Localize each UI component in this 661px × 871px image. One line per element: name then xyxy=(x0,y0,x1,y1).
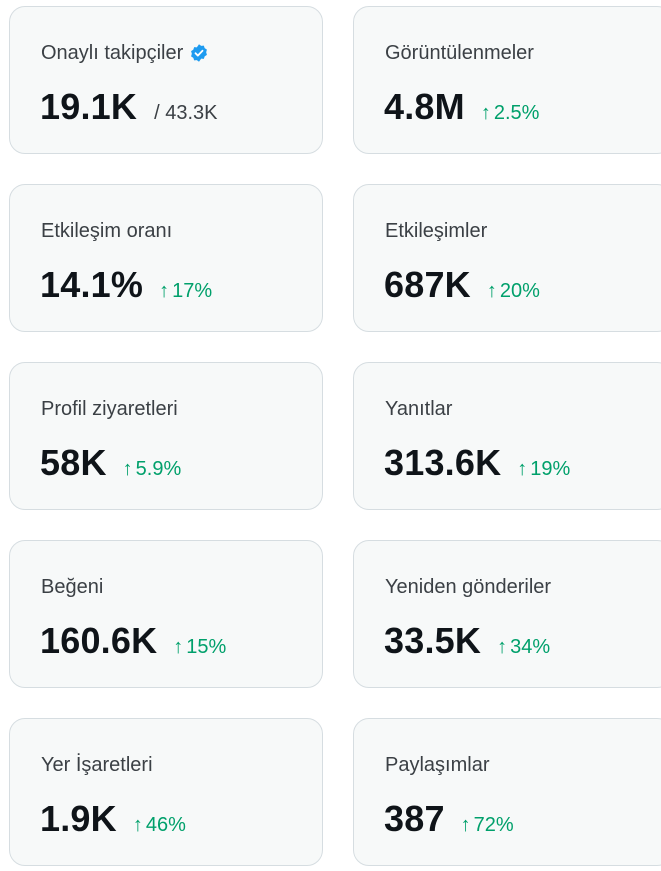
metric-total: / 43.3K xyxy=(154,102,218,124)
metric-label: Görüntülenmeler xyxy=(385,42,534,64)
metric-label: Yanıtlar xyxy=(385,398,453,420)
metric-value-row: 58K ↑ 5.9% xyxy=(40,441,181,485)
metric-change: ↑ 19% xyxy=(517,458,570,481)
metric-value: 58K xyxy=(40,442,107,483)
metric-change-value: 19% xyxy=(530,458,571,480)
arrow-up-icon: ↑ xyxy=(497,636,508,658)
metric-value-row: 387 ↑ 72% xyxy=(384,797,514,841)
metric-value: 4.8M xyxy=(384,86,465,127)
metric-card-replies[interactable]: Yanıtlar 313.6K ↑ 19% xyxy=(353,362,661,510)
metric-change-value: 72% xyxy=(473,814,514,836)
metric-change-value: 17% xyxy=(172,280,213,302)
metric-value: 160.6K xyxy=(40,620,158,661)
metric-change: ↑ 34% xyxy=(497,636,550,659)
metric-change-value: 20% xyxy=(499,280,540,302)
arrow-up-icon: ↑ xyxy=(132,814,143,836)
metric-label: Etkileşim oranı xyxy=(41,220,173,242)
metric-value-row: 1.9K ↑ 46% xyxy=(40,797,186,841)
arrow-up-icon: ↑ xyxy=(122,458,133,480)
metric-value: 313.6K xyxy=(384,442,502,483)
metric-change: ↑ 72% xyxy=(461,814,514,837)
metric-change: ↑ 15% xyxy=(173,636,226,659)
metric-label: Yeniden gönderiler xyxy=(385,576,552,598)
metric-value: 14.1% xyxy=(40,264,144,305)
metric-change: ↑ 46% xyxy=(133,814,186,837)
metric-change-value: 34% xyxy=(510,636,551,658)
metric-value-row: 14.1% ↑ 17% xyxy=(40,263,212,307)
metric-change-value: 15% xyxy=(186,636,227,658)
arrow-up-icon: ↑ xyxy=(480,102,491,124)
metric-label: Onaylı takipçiler xyxy=(41,40,209,66)
metric-change-value: 2.5% xyxy=(493,102,540,124)
metric-value-row: 687K ↑ 20% xyxy=(384,263,540,307)
metric-change: ↑ 2.5% xyxy=(481,102,540,125)
metric-card-likes[interactable]: Beğeni 160.6K ↑ 15% xyxy=(9,540,323,688)
metric-label: Beğeni xyxy=(41,576,104,598)
metric-card-impressions[interactable]: Görüntülenmeler 4.8M ↑ 2.5% xyxy=(353,6,661,154)
arrow-up-icon: ↑ xyxy=(460,814,471,836)
arrow-up-icon: ↑ xyxy=(173,636,184,658)
metric-value-row: 4.8M ↑ 2.5% xyxy=(384,85,539,129)
arrow-up-icon: ↑ xyxy=(486,280,497,302)
metric-label-text: Onaylı takipçiler xyxy=(41,42,184,64)
metric-value: 19.1K xyxy=(40,86,138,127)
metric-value: 687K xyxy=(384,264,471,305)
metric-change: ↑ 5.9% xyxy=(123,458,182,481)
metric-card-engagement-rate[interactable]: Etkileşim oranı 14.1% ↑ 17% xyxy=(9,184,323,332)
metric-value-row: 19.1K / 43.3K xyxy=(40,85,217,129)
metric-value: 1.9K xyxy=(40,798,117,839)
metric-value: 387 xyxy=(384,798,445,839)
metric-label: Paylaşımlar xyxy=(385,754,490,776)
metric-card-verified-followers[interactable]: Onaylı takipçiler 19.1K / 43.3K xyxy=(9,6,323,154)
metric-change: ↑ 17% xyxy=(159,280,212,303)
metric-change: ↑ 20% xyxy=(487,280,540,303)
metric-change-value: 46% xyxy=(145,814,186,836)
arrow-up-icon: ↑ xyxy=(159,280,170,302)
verified-badge-icon xyxy=(189,43,209,63)
metric-value-row: 33.5K ↑ 34% xyxy=(384,619,550,663)
metric-value-row: 313.6K ↑ 19% xyxy=(384,441,570,485)
metric-card-reposts[interactable]: Yeniden gönderiler 33.5K ↑ 34% xyxy=(353,540,661,688)
arrow-up-icon: ↑ xyxy=(517,458,528,480)
metric-label: Etkileşimler xyxy=(385,220,488,242)
metric-label: Profil ziyaretleri xyxy=(41,398,178,420)
metric-card-bookmarks[interactable]: Yer İşaretleri 1.9K ↑ 46% xyxy=(9,718,323,866)
metric-change-value: 5.9% xyxy=(135,458,182,480)
metric-card-engagements[interactable]: Etkileşimler 687K ↑ 20% xyxy=(353,184,661,332)
metric-value: 33.5K xyxy=(384,620,482,661)
metric-label: Yer İşaretleri xyxy=(41,754,153,776)
metric-card-shares[interactable]: Paylaşımlar 387 ↑ 72% xyxy=(353,718,661,866)
metric-card-profile-visits[interactable]: Profil ziyaretleri 58K ↑ 5.9% xyxy=(9,362,323,510)
metric-value-row: 160.6K ↑ 15% xyxy=(40,619,226,663)
